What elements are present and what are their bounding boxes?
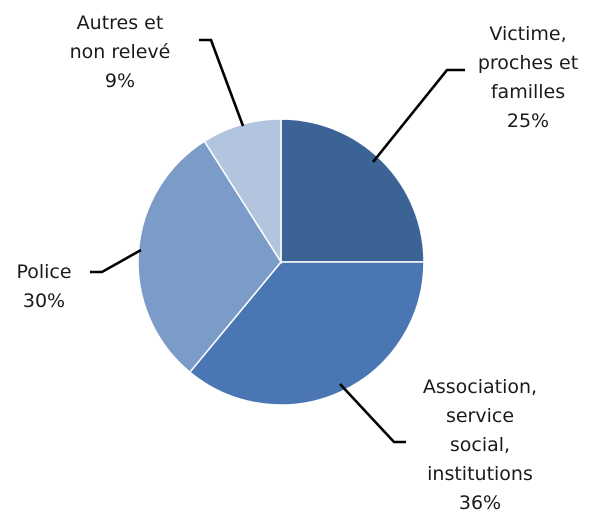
slice-label-line: proches et: [478, 52, 578, 74]
slice-label-line: non relevé: [70, 41, 171, 63]
leader-line-1: [371, 68, 465, 163]
slice-value-label: 36%: [459, 492, 501, 514]
slice-label-4: Autres et non relevé 9%: [70, 12, 171, 92]
slice-label-line: service: [446, 405, 514, 427]
slice-label-line: Association,: [423, 376, 537, 398]
slice-value-label: 25%: [507, 110, 549, 132]
slice-label-2: Association, service social, institutions 36…: [423, 376, 537, 514]
slice-label-3: Police 30%: [16, 261, 71, 312]
pie-slice-1: [280, 118, 425, 263]
leader-line-2: [339, 383, 406, 444]
slice-label-1: Victime, proches et familles 25%: [478, 23, 578, 132]
slice-label-line: institutions: [427, 463, 533, 485]
slice-label-line: familles: [491, 81, 565, 103]
pie-slice-4: [203, 118, 282, 265]
slice-label-line: Victime,: [489, 23, 566, 45]
leader-line-4: [199, 38, 245, 127]
slice-value-label: 30%: [23, 290, 65, 312]
slice-label-line: Autres et: [77, 12, 164, 34]
pie-slice-2: [188, 261, 425, 406]
slice-label-line: Police: [16, 261, 71, 283]
slice-value-label: 9%: [105, 70, 135, 92]
leader-line-3: [90, 248, 142, 274]
slice-label-line: social,: [450, 434, 510, 456]
